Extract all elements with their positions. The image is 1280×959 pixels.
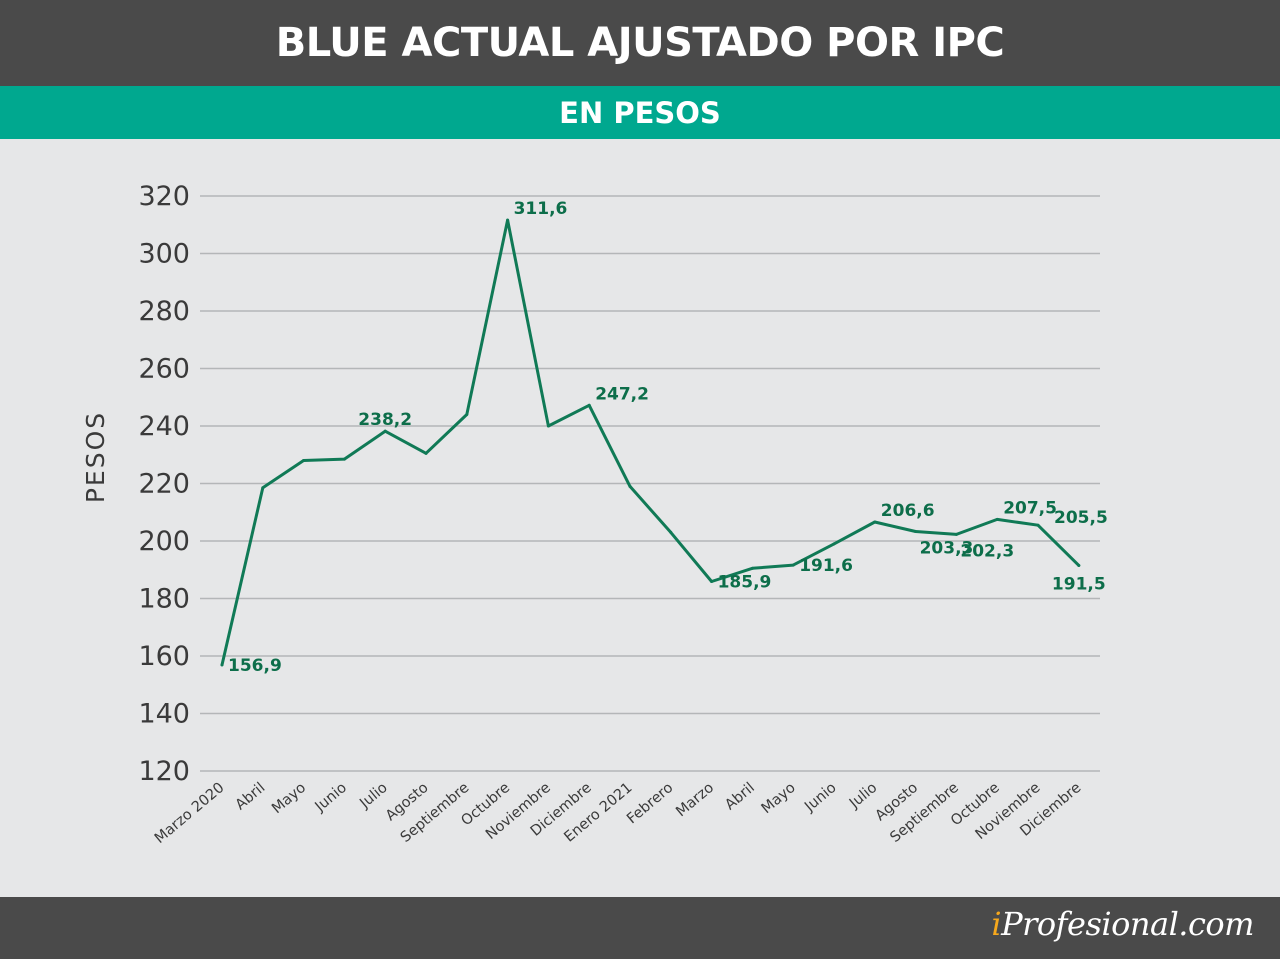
data-point — [750, 566, 754, 570]
brand-logo: iProfesional.com — [991, 905, 1254, 943]
y-tick-label: 320 — [138, 181, 190, 212]
data-point — [710, 580, 714, 584]
data-label: 203,3 — [920, 539, 974, 559]
x-tick-label: Marzo — [673, 780, 717, 821]
x-tick-label: Abril — [722, 780, 758, 814]
y-tick-label: 300 — [138, 239, 190, 270]
y-tick-label: 160 — [138, 641, 190, 672]
data-point — [954, 532, 958, 536]
chart-subtitle-banner: EN PESOS — [0, 86, 1280, 139]
y-tick-label: 140 — [138, 699, 190, 730]
brand-logo-prefix: i — [991, 905, 1002, 943]
data-point — [1036, 523, 1040, 527]
chart-subtitle: EN PESOS — [559, 95, 721, 130]
data-point — [587, 403, 591, 407]
data-point — [914, 530, 918, 534]
data-point — [424, 451, 428, 455]
y-tick-label: 120 — [138, 756, 190, 787]
x-tick-label: Julio — [846, 780, 880, 813]
data-point — [220, 663, 224, 667]
x-tick-label: Junio — [312, 780, 350, 816]
data-label: 156,9 — [228, 656, 282, 676]
data-point — [342, 457, 346, 461]
chart-area: 120 140 160 180 200 220 240 260 280 300 320 PESOS Ma… — [0, 139, 1280, 897]
data-label: 202,3 — [960, 541, 1014, 561]
data-label: 191,5 — [1052, 574, 1106, 594]
x-tick-label: Marzo 2020 — [152, 780, 228, 847]
data-point — [261, 486, 265, 490]
data-point — [791, 563, 795, 567]
data-point — [506, 218, 510, 222]
data-label: 191,6 — [799, 556, 853, 576]
data-point — [669, 530, 673, 534]
data-point — [383, 429, 387, 433]
y-axis-label: PESOS — [81, 411, 110, 503]
x-tick-label: Mayo — [759, 780, 799, 817]
data-label: 185,9 — [718, 573, 772, 593]
data-point — [832, 542, 836, 546]
line-chart: 120 140 160 180 200 220 240 260 280 300 320 PESOS Ma… — [81, 181, 1108, 847]
y-tick-label: 240 — [138, 411, 190, 442]
data-label: 247,2 — [595, 384, 649, 404]
x-tick-label: Mayo — [269, 780, 309, 817]
data-label: 205,5 — [1054, 508, 1108, 528]
data-label: 311,6 — [514, 199, 568, 219]
data-point — [302, 459, 306, 462]
series-line — [220, 218, 1081, 667]
chart-title: BLUE ACTUAL AJUSTADO POR IPC — [275, 20, 1005, 66]
data-point — [546, 424, 550, 428]
x-tick-label: Julio — [356, 780, 390, 813]
data-point — [873, 520, 877, 524]
brand-logo-text: Profesional.com — [1001, 905, 1254, 943]
data-label: 206,6 — [881, 501, 935, 521]
y-tick-label: 180 — [138, 584, 190, 615]
data-label: 238,2 — [358, 410, 412, 430]
data-point — [1077, 563, 1081, 567]
data-label: 207,5 — [1003, 498, 1057, 518]
y-tick-label: 260 — [138, 354, 190, 385]
data-point — [628, 484, 632, 488]
y-tick-label: 220 — [138, 469, 190, 500]
x-tick-label: Abril — [233, 780, 269, 814]
x-tick-label: Junio — [801, 780, 839, 816]
data-point — [465, 413, 469, 416]
x-tick-label: Febrero — [624, 780, 676, 828]
y-tick-label: 280 — [138, 296, 190, 327]
y-tick-label: 200 — [138, 526, 190, 557]
chart-title-banner: BLUE ACTUAL AJUSTADO POR IPC — [0, 0, 1280, 86]
data-point — [995, 517, 999, 521]
footer-bar: iProfesional.com — [0, 897, 1280, 959]
